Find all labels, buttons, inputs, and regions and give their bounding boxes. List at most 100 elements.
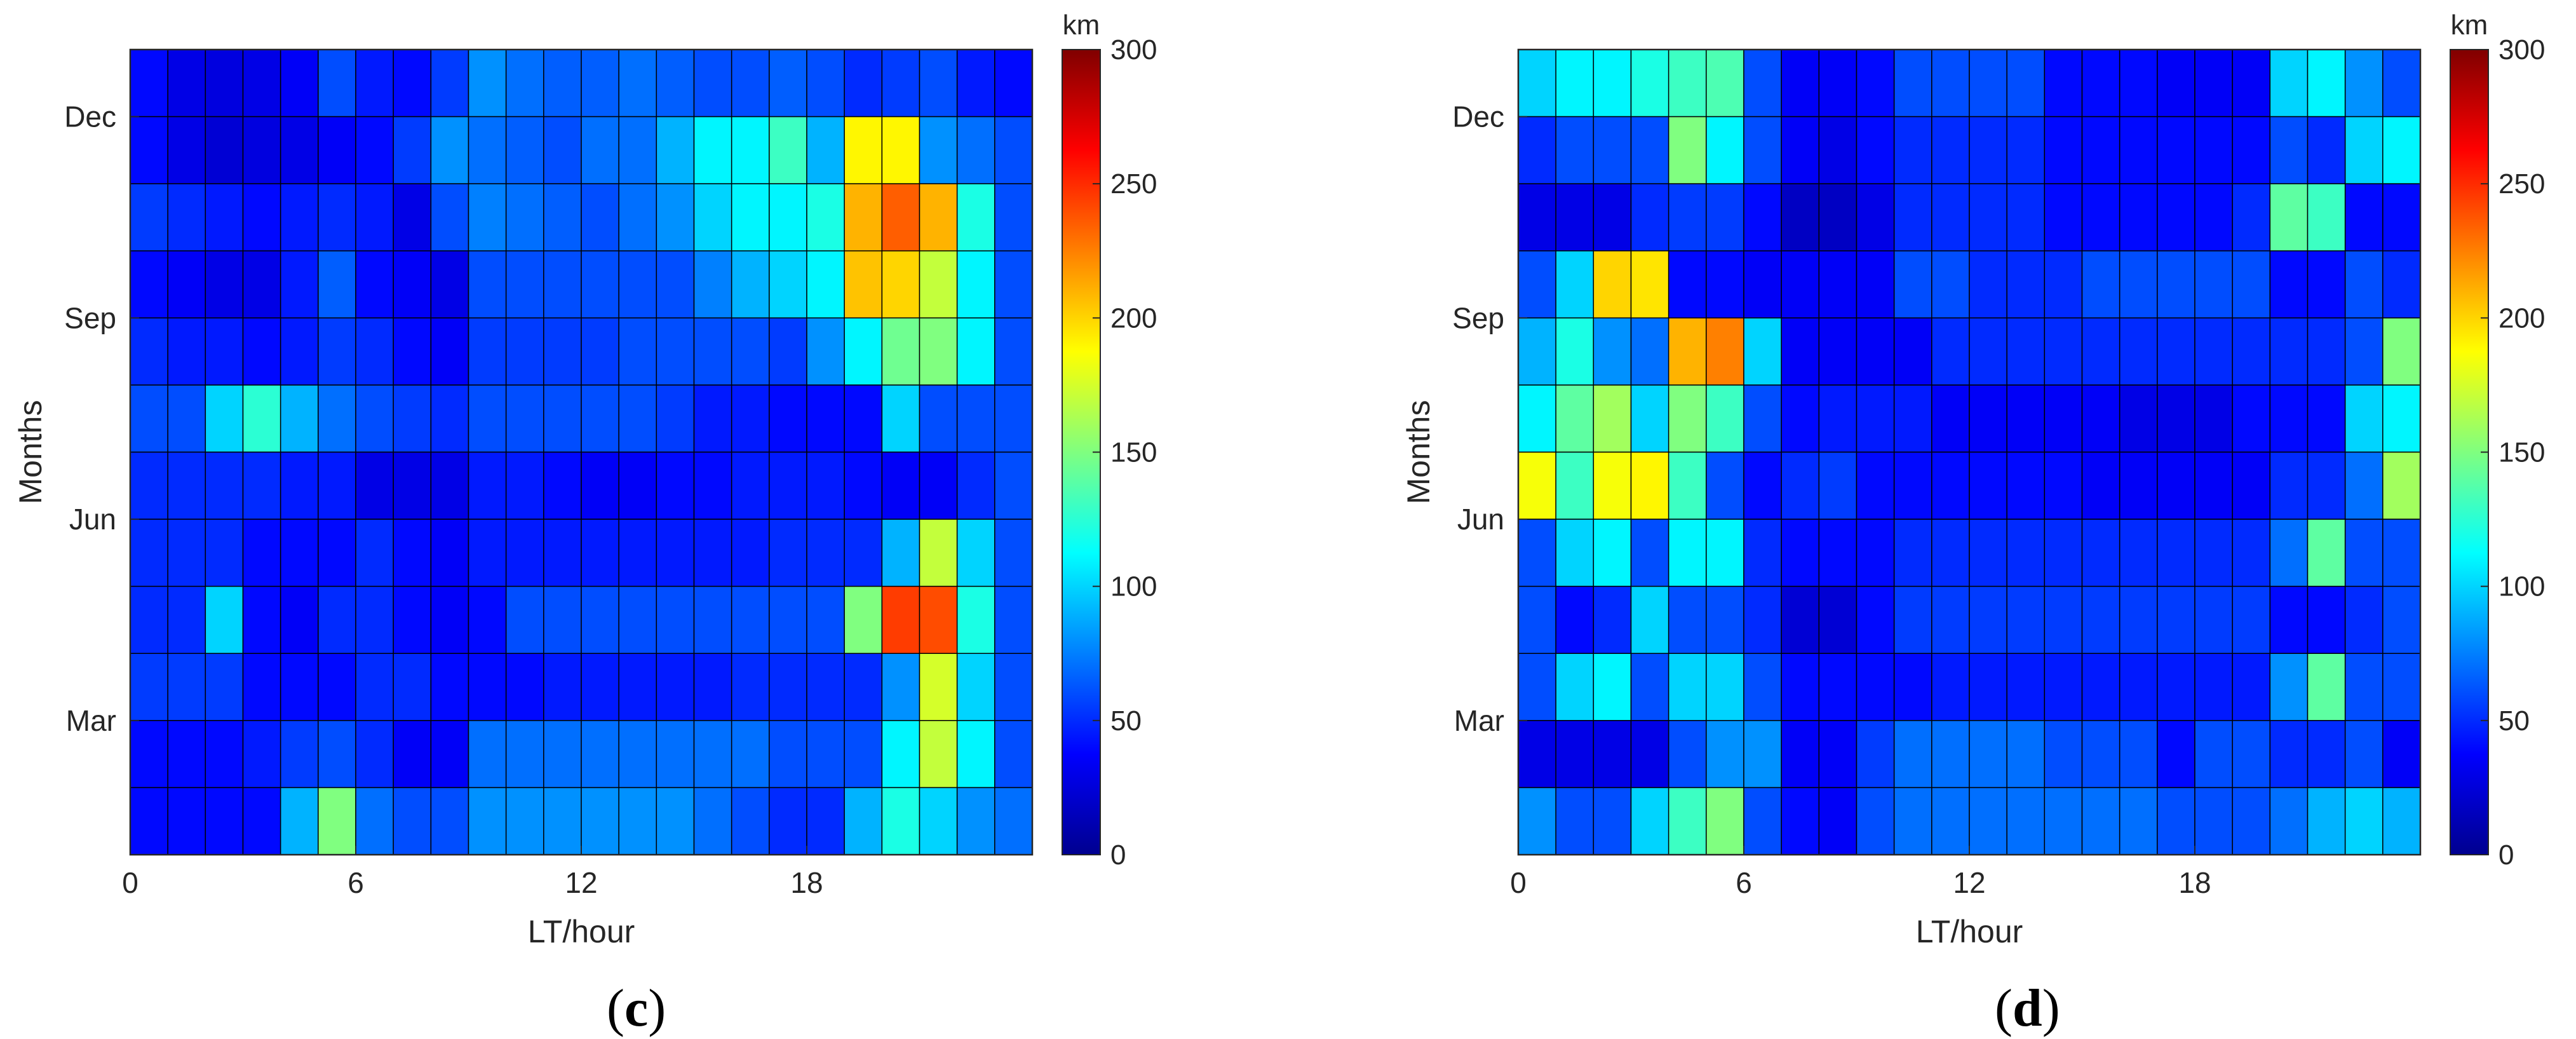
heatmap-cell	[956, 519, 995, 587]
heatmap-cell	[881, 519, 920, 587]
heatmap-cell	[881, 653, 920, 721]
heatmap-cell	[2232, 787, 2271, 855]
heatmap-cell	[1818, 451, 1858, 520]
heatmap-cell	[2307, 787, 2346, 855]
heatmap-cell	[1893, 49, 1932, 118]
heatmap-cell	[881, 585, 920, 655]
colorbar-tick-label: 0	[2498, 839, 2514, 871]
heatmap-cell	[2269, 116, 2309, 184]
heatmap-cell	[167, 384, 206, 453]
heatmap-cell	[205, 116, 244, 184]
colorbar-tick-label: 150	[2498, 437, 2545, 468]
heatmap-cell	[242, 250, 281, 319]
heatmap-cell	[1555, 519, 1595, 587]
heatmap-cell	[543, 451, 582, 520]
heatmap-cell	[242, 787, 281, 855]
heatmap-cell	[769, 183, 807, 252]
heatmap-cell	[956, 653, 995, 721]
colorbar-tick-label: 250	[2498, 168, 2545, 200]
y-tick-label: Jun	[69, 503, 116, 536]
heatmap-cell	[844, 451, 883, 520]
heatmap-panel-c: 0 6 12 18 LT/hour Dec Sep Jun Mar Months 0 50 100 150…	[13, 10, 1157, 949]
heatmap-cell	[806, 49, 845, 118]
heatmap-cell	[1555, 250, 1595, 319]
heatmap-cell	[2006, 49, 2046, 118]
heatmap-cell	[1518, 451, 1556, 520]
heatmap-cell	[130, 317, 168, 386]
heatmap-cell	[956, 451, 995, 520]
heatmap-cell	[2157, 519, 2195, 587]
heatmap-cell	[1630, 585, 1669, 655]
heatmap-cell	[806, 384, 845, 453]
heatmap-cell	[2269, 183, 2309, 252]
heatmap-cell	[2157, 653, 2195, 721]
heatmap-cell	[1969, 653, 2007, 721]
heatmap-cell	[1518, 317, 1556, 386]
heatmap-cell	[505, 183, 544, 252]
heatmap-cell	[2344, 384, 2384, 453]
heatmap-cell	[1630, 653, 1669, 721]
heatmap-cell	[2006, 519, 2046, 587]
heatmap-cell	[2382, 787, 2421, 855]
heatmap-cell	[2194, 183, 2233, 252]
heatmap-cell	[318, 49, 356, 118]
heatmap-cell	[656, 317, 695, 386]
caption-c: (c)	[607, 979, 666, 1038]
heatmap-cell	[618, 183, 657, 252]
heatmap-cell	[2344, 519, 2384, 587]
heatmap-cell	[1593, 116, 1632, 184]
heatmap-cell	[505, 49, 544, 118]
heatmap-cell	[1743, 519, 1782, 587]
heatmap-cell	[731, 720, 770, 789]
heatmap-cell	[2232, 250, 2271, 319]
heatmap-cell	[430, 49, 469, 118]
heatmap-cell	[1706, 317, 1744, 386]
heatmap-cell	[355, 384, 394, 453]
y-tick-label: Mar	[66, 704, 116, 737]
heatmap-cell	[2081, 317, 2121, 386]
heatmap-cell	[2044, 519, 2083, 587]
heatmap-cell	[543, 653, 582, 721]
heatmap-cell	[280, 585, 319, 655]
caption-d-letter: d	[2012, 979, 2042, 1038]
heatmap-cell	[2044, 384, 2083, 453]
heatmap-cell	[242, 585, 281, 655]
colorbar-tick-label: 50	[1110, 705, 1142, 737]
heatmap-cell	[1818, 183, 1858, 252]
heatmap-cell	[2232, 653, 2271, 721]
heatmap-cell	[656, 720, 695, 789]
heatmap-cell	[280, 250, 319, 319]
heatmap-cell	[355, 787, 394, 855]
heatmap-cell	[769, 250, 807, 319]
heatmap-cell	[2081, 250, 2121, 319]
heatmap-cell	[393, 519, 432, 587]
heatmap-cell	[2232, 183, 2271, 252]
heatmap-cell	[1593, 787, 1632, 855]
heatmap-cell	[1593, 317, 1632, 386]
heatmap-cell	[1668, 720, 1707, 789]
heatmap-cell	[1969, 519, 2007, 587]
heatmap-cell	[1518, 183, 1556, 252]
heatmap-cell	[956, 250, 995, 319]
heatmap-cell	[393, 183, 432, 252]
heatmap-cell	[1593, 49, 1632, 118]
heatmap-cell	[1706, 585, 1744, 655]
heatmap-cell	[2119, 116, 2158, 184]
heatmap-cell	[2044, 720, 2083, 789]
heatmap-cell	[318, 250, 356, 319]
colorbar-tick-label: 200	[1110, 302, 1157, 334]
heatmap-cell	[618, 787, 657, 855]
colorbar-tick-label: 50	[2498, 705, 2530, 737]
heatmap-cell	[1555, 116, 1595, 184]
heatmap-cell	[1668, 183, 1707, 252]
heatmap-cell	[167, 451, 206, 520]
heatmap-cell	[1518, 585, 1556, 655]
heatmap-cell	[2081, 49, 2121, 118]
heatmap-cell	[1931, 384, 1970, 453]
heatmap-cell	[1706, 49, 1744, 118]
heatmap-cell	[505, 250, 544, 319]
heatmap-cell	[769, 720, 807, 789]
heatmap-cell	[693, 183, 732, 252]
caption-c-letter: c	[624, 979, 649, 1038]
heatmap-cell	[2119, 585, 2158, 655]
